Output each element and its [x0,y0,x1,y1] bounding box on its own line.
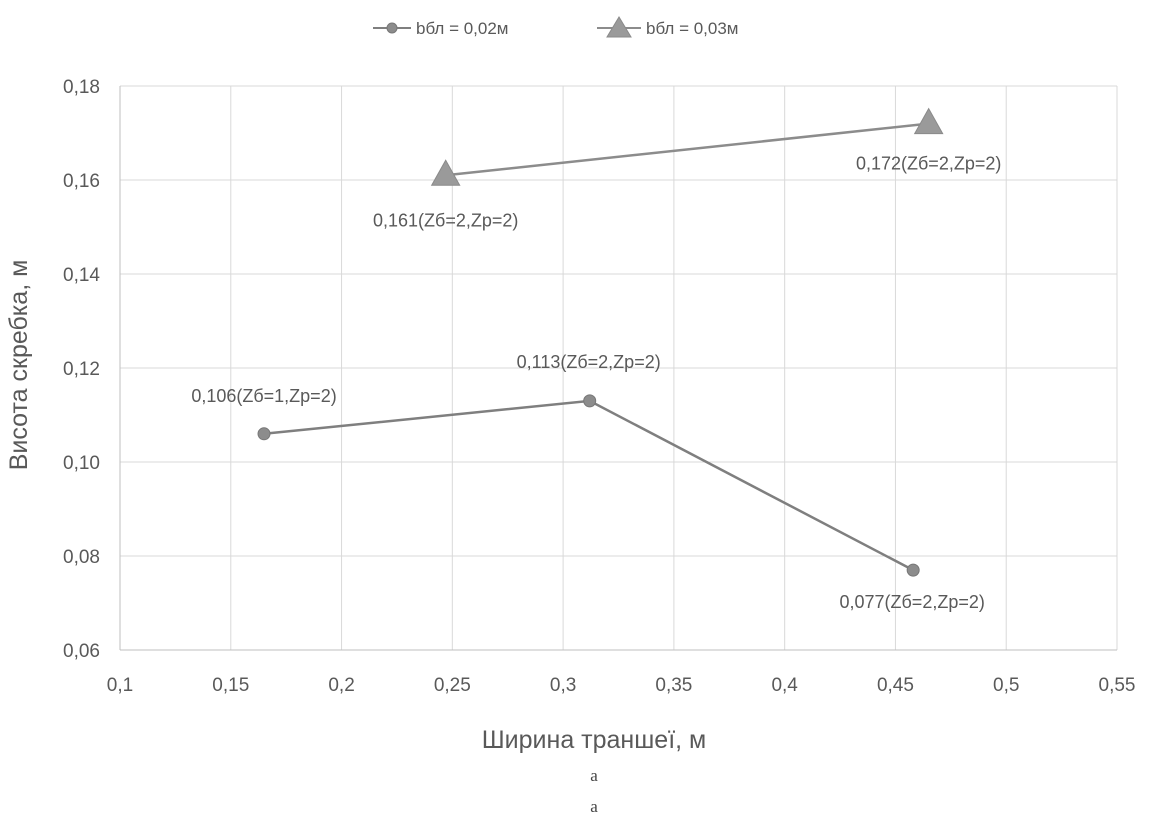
legend-marker-triangle [606,16,632,38]
x-tick-label: 0,5 [993,675,1019,696]
figure-caption-1: а [590,766,598,785]
figure-caption-2: а [590,797,598,816]
x-tick-label: 0,3 [550,675,576,696]
legend-label-series-2: bбл = 0,03м [646,19,739,38]
x-tick-label: 0,25 [434,675,471,696]
data-point-circle [906,563,920,577]
legend-marker-circle [386,22,398,34]
axes [119,86,1117,651]
x-tick-label: 0,15 [212,675,249,696]
y-tick-label: 0,12 [63,359,100,380]
x-tick-label: 0,45 [877,675,914,696]
y-tick-label: 0,14 [63,265,100,286]
y-tick-label: 0,16 [63,171,100,192]
data-labels: 0,106(Zб=1,Zр=2) 0,113(Zб=2,Zр=2) 0,077(Zб… [191,154,1001,612]
y-tick-label: 0,08 [63,547,100,568]
data-point-triangle [913,107,944,135]
series-group [257,107,944,577]
data-label: 0,161(Zб=2,Zр=2) [373,210,518,230]
y-tick-label: 0,10 [63,453,100,474]
y-axis-title: Висота скребка, м [5,260,33,471]
data-point-triangle [430,159,461,186]
x-tick-label: 0,2 [328,675,354,696]
y-tick-label: 0,18 [63,77,100,98]
legend: bбл = 0,02м bбл = 0,03м [373,16,739,38]
x-tick-label: 0,35 [655,675,692,696]
data-point-circle [257,427,271,441]
tick-labels: 0,1 0,15 0,2 0,25 0,3 0,35 0,4 0,45 0,5 0,55 0,06 0… [63,77,1135,696]
data-label: 0,077(Zб=2,Zр=2) [839,592,984,612]
legend-label-series-1: bбл = 0,02м [416,19,509,38]
x-axis-title: Ширина траншеї, м [482,726,706,754]
data-point-circle [583,394,597,408]
x-tick-label: 0,55 [1099,675,1136,696]
data-label: 0,106(Zб=1,Zр=2) [191,386,336,406]
series-line-2 [445,122,929,177]
series-line-1 [263,399,914,572]
x-tick-label: 0,4 [771,675,798,696]
x-tick-label: 0,1 [107,675,133,696]
y-tick-label: 0,06 [63,641,100,662]
data-label: 0,172(Zб=2,Zр=2) [856,154,1001,174]
data-label: 0,113(Zб=2,Zр=2) [517,352,661,372]
